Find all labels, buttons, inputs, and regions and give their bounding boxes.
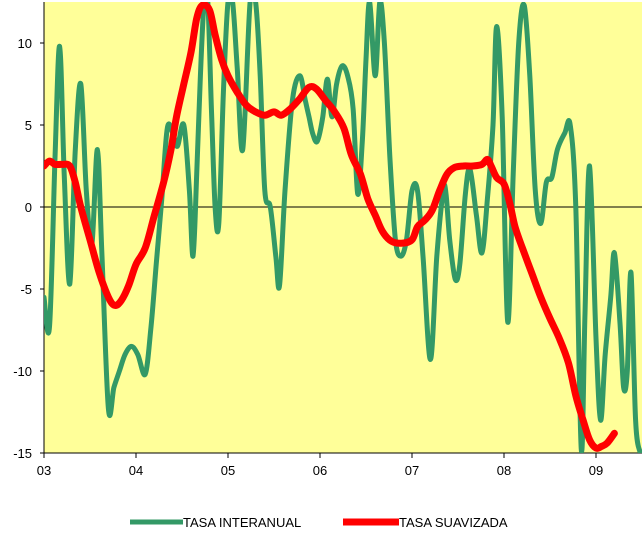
x-tick-label: 06 — [313, 463, 327, 478]
plot-area — [44, 2, 642, 453]
x-tick-label: 09 — [589, 463, 603, 478]
legend: TASA INTERANUAL TASA SUAVIZADA — [130, 515, 508, 530]
x-tick-label: 05 — [221, 463, 235, 478]
y-tick-label: 5 — [25, 118, 32, 133]
x-tick-label: 07 — [405, 463, 419, 478]
x-tick-label: 03 — [37, 463, 51, 478]
x-tick-label: 04 — [129, 463, 143, 478]
series-line-tasa-suavizada — [44, 2, 618, 452]
y-tick-label: -5 — [20, 282, 32, 297]
y-tick-label: 0 — [25, 200, 32, 215]
series-layer — [44, 2, 642, 453]
x-tick-label: 08 — [497, 463, 511, 478]
x-axis-ticks: 03 04 05 06 07 08 09 — [37, 453, 603, 478]
y-tick-label: -15 — [13, 446, 32, 461]
y-tick-label: 10 — [18, 36, 32, 51]
legend-label-tasa-interanual: TASA INTERANUAL — [183, 515, 301, 530]
series-line-tasa-interanual — [44, 2, 642, 453]
y-axis-ticks: -15 -10 -5 0 5 10 — [13, 36, 44, 461]
legend-label-tasa-suavizada: TASA SUAVIZADA — [399, 515, 508, 530]
y-tick-label: -10 — [13, 364, 32, 379]
